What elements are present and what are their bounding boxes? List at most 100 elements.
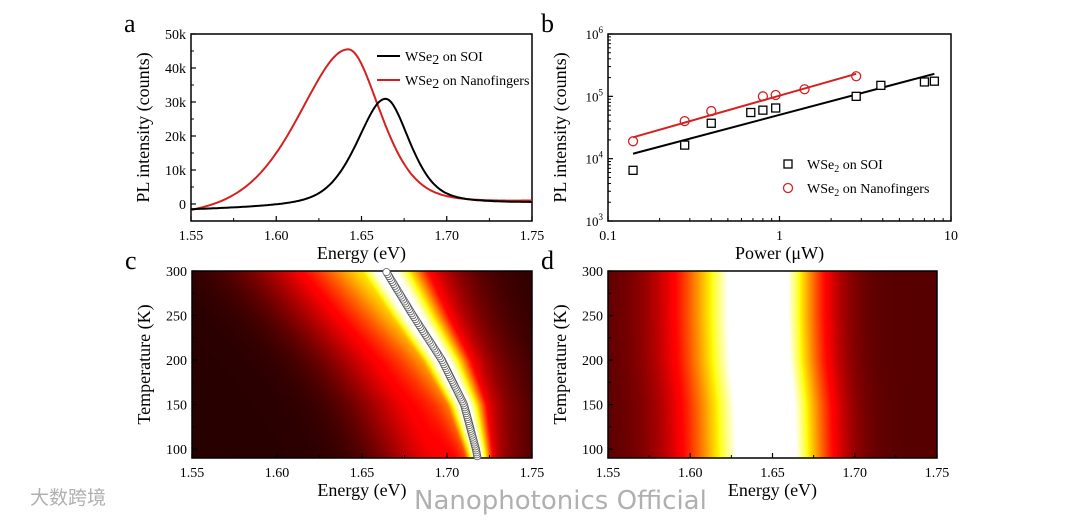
panel-d: d 1.55 1.60 1.65 1.70 1.75 100 150 200 250 300 Ener…	[541, 246, 949, 501]
plot-frame	[607, 270, 938, 459]
x-axis-label: Energy (eV)	[317, 243, 406, 264]
legend-subscript: 2	[834, 164, 839, 175]
legend-text: WSe	[405, 50, 432, 65]
y-tick-label: 250	[166, 310, 187, 325]
x-tick-label: 0.1	[599, 229, 617, 244]
x-tick-label: 1.70	[435, 466, 460, 481]
data-point-square	[919, 77, 930, 87]
legend-subscript: 2	[834, 188, 839, 199]
x-tick-label: 1.75	[925, 466, 950, 481]
legend-text: WSe	[807, 158, 834, 173]
y-tick-label: 103	[586, 212, 604, 229]
x-axis-label: Power (μW)	[735, 243, 824, 264]
tick-base: 10	[586, 152, 599, 167]
heatmap-image-c	[192, 271, 532, 458]
x-tick-label: 1.75	[520, 466, 545, 481]
panel-c: c 1.55 1.60 1.65 1.70 1.75 100 150 200 250 300 Ener…	[125, 246, 544, 501]
data-point-square	[680, 140, 690, 150]
y-axis-label: Temperature (K)	[134, 304, 155, 424]
legend-marker	[782, 182, 794, 194]
y-tick-label: 40k	[165, 62, 186, 77]
y-tick-label: 20k	[165, 130, 186, 145]
watermark-left: 大数跨境	[30, 487, 107, 509]
legend-text: on SOI	[839, 158, 883, 173]
legend-label: WSe2 on Nanofingers	[405, 74, 529, 92]
data-point-square	[771, 103, 781, 113]
legend-text: on Nanofingers	[439, 74, 529, 89]
legend-subscript: 2	[432, 53, 439, 68]
y-tick-label: 250	[582, 310, 603, 325]
watermark-right: Nanophotonics Official	[414, 486, 707, 516]
series-line-soi	[191, 97, 532, 211]
y-tick-label: 100	[582, 443, 603, 458]
panel-label: b	[541, 9, 554, 38]
y-tick-label: 200	[166, 354, 187, 369]
x-tick-label: 1.55	[179, 229, 204, 244]
data-point-square	[628, 165, 638, 175]
x-tick-label: 1.60	[264, 229, 289, 244]
tick-exponent: 4	[599, 150, 604, 160]
y-tick-label: 150	[582, 399, 603, 414]
data-point-circle	[627, 136, 639, 147]
data-point-square	[851, 91, 861, 101]
y-axis-label: Temperature (K)	[550, 304, 571, 424]
panel-label: a	[124, 9, 136, 38]
legend-text: on SOI	[439, 50, 483, 65]
tick-exponent: 6	[599, 25, 604, 35]
x-tick-label: 1.60	[265, 466, 290, 481]
y-tick-label: 106	[586, 25, 604, 42]
y-axis-label: PL intensity (counts)	[133, 52, 154, 202]
tick-exponent: 3	[599, 212, 604, 222]
legend-label: WSe2 on SOI	[405, 50, 483, 68]
x-axis-label: Energy (eV)	[728, 480, 817, 501]
x-tick-label: 10	[944, 229, 958, 244]
data-point-circle	[799, 84, 810, 95]
x-tick-label: 1.65	[350, 466, 375, 481]
tick-exponent: 5	[599, 87, 604, 97]
data-point-circle	[770, 89, 781, 101]
tick-base: 10	[586, 214, 599, 229]
plot-frame	[190, 33, 533, 222]
x-tick-label: 1.65	[760, 466, 785, 481]
legend-subscript: 2	[432, 77, 439, 92]
fit-line	[632, 72, 935, 155]
y-tick-label: 105	[586, 87, 604, 104]
data-point-circle	[757, 91, 769, 102]
y-tick-label: 104	[586, 150, 604, 167]
y-axis-label: PL intensity (counts)	[550, 52, 571, 202]
x-tick-label: 1.70	[435, 229, 460, 244]
y-tick-label: 150	[166, 399, 187, 414]
legend-label: WSe2 on Nanofingers	[807, 182, 929, 199]
panel-label: c	[125, 246, 137, 275]
x-tick-label: 1.75	[520, 229, 545, 244]
data-point-square	[929, 76, 940, 86]
y-tick-label: 0	[179, 198, 186, 213]
x-tick-label: 1.55	[180, 466, 205, 481]
legend-text: WSe	[807, 182, 834, 197]
data-point-circle	[706, 105, 717, 117]
data-point-square	[758, 105, 768, 115]
panel-label: d	[541, 246, 554, 275]
panel-a: a 1.55 1.60 1.65 1.70 1.75 0 10k 20k 30k 40k 50k Ene…	[124, 9, 544, 264]
data-point-square	[706, 118, 716, 128]
x-tick-label: 1.60	[678, 466, 703, 481]
y-tick-label: 200	[582, 354, 603, 369]
x-tick-label: 1.70	[843, 466, 868, 481]
fit-line	[632, 72, 857, 139]
tick-base: 10	[586, 89, 599, 104]
plot-frame	[607, 33, 952, 222]
legend-label: WSe2 on SOI	[807, 158, 883, 175]
y-tick-label: 100	[166, 443, 187, 458]
peak-marker	[382, 268, 391, 277]
data-point-circle	[851, 71, 862, 82]
x-axis-label: Energy (eV)	[317, 480, 406, 501]
legend-marker	[783, 159, 793, 169]
y-tick-label: 300	[166, 265, 187, 280]
y-tick-label: 300	[582, 265, 603, 280]
legend-text: WSe	[405, 74, 432, 89]
x-tick-label: 1	[776, 229, 783, 244]
x-tick-label: 1.55	[596, 466, 621, 481]
tick-base: 10	[586, 27, 599, 42]
